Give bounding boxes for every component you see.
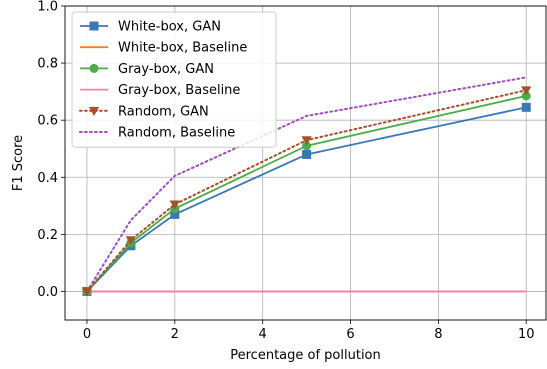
triangle-marker xyxy=(169,200,180,210)
square-marker xyxy=(170,209,180,219)
y-tick-label: 0.4 xyxy=(37,171,58,186)
legend-entry: Gray-box, Baseline xyxy=(80,83,240,98)
legend-entry: Gray-box, GAN xyxy=(80,62,214,77)
y-tick-label: 0.2 xyxy=(37,228,58,243)
x-tick-label: 0 xyxy=(83,327,91,342)
axis-ticks: 0 2 4 6 8 10 0.0 0.2 0.4 0.6 0.8 1.0 xyxy=(37,0,534,342)
legend-label: Gray-box, Baseline xyxy=(118,83,240,98)
triangle-marker xyxy=(81,287,93,297)
legend-label: White-box, Baseline xyxy=(118,41,247,56)
square-marker xyxy=(521,102,531,112)
legend-label: Random, GAN xyxy=(118,104,209,119)
y-tick-label: 0.6 xyxy=(37,114,58,129)
legend-entry: White-box, GAN xyxy=(80,20,221,35)
legend-label: Random, Baseline xyxy=(118,126,235,141)
triangle-marker xyxy=(125,236,137,246)
y-tick-label: 0.0 xyxy=(37,285,58,300)
triangle-marker xyxy=(88,106,100,116)
plot-border xyxy=(64,5,547,321)
legend-entry: Random, GAN xyxy=(79,104,209,119)
x-tick-label: 4 xyxy=(259,327,267,342)
triangle-marker xyxy=(521,86,532,96)
triangle-marker xyxy=(301,136,312,146)
circle-marker xyxy=(89,63,99,73)
circle-marker xyxy=(302,141,312,151)
legend-label: White-box, GAN xyxy=(118,20,221,35)
y-tick-label: 0.8 xyxy=(37,57,58,72)
series-line xyxy=(85,76,528,293)
legend-entry: Random, Baseline xyxy=(79,126,235,141)
legend-box xyxy=(71,11,277,148)
x-tick-label: 6 xyxy=(346,327,354,342)
plot-frame xyxy=(64,5,547,321)
x-tick-label: 2 xyxy=(171,327,179,342)
series-random-baseline xyxy=(85,76,528,293)
square-marker xyxy=(302,149,312,159)
x-tick-label: 8 xyxy=(434,327,442,342)
circle-marker xyxy=(521,91,531,101)
x-tick-label: 10 xyxy=(518,327,535,342)
legend-entry: White-box, Baseline xyxy=(80,41,247,56)
series-layer xyxy=(81,76,532,297)
y-tick-label: 1.0 xyxy=(37,0,58,15)
y-axis-label: F1 Score xyxy=(11,135,26,191)
x-axis-label: Percentage of pollution xyxy=(230,348,381,363)
legend-label: Gray-box, GAN xyxy=(118,62,214,77)
legend: White-box, GAN White-box, Baseline Gray-bo… xyxy=(71,11,277,148)
series-random-gan xyxy=(81,86,532,297)
square-marker xyxy=(89,21,99,31)
